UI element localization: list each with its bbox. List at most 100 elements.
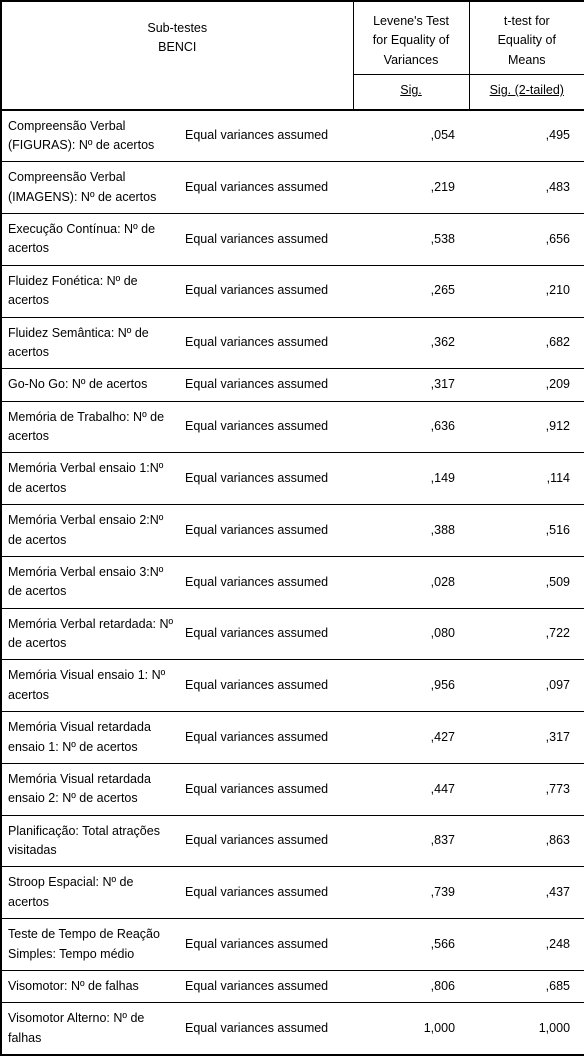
variance-assumption: Equal variances assumed (181, 712, 353, 764)
ttest-sig-value: ,863 (469, 815, 584, 867)
levene-sig-value: ,427 (353, 712, 469, 764)
variance-assumption: Equal variances assumed (181, 608, 353, 660)
variance-assumption: Equal variances assumed (181, 919, 353, 971)
levene-sig-value: ,317 (353, 369, 469, 401)
header-row-1: Sub-testes BENCI Levene's Test for Equal… (1, 1, 584, 75)
variance-assumption: Equal variances assumed (181, 110, 353, 162)
subtest-name: Visomotor: Nº de falhas (1, 970, 181, 1002)
table-row: Memória Verbal retardada: Nº de acertosE… (1, 608, 584, 660)
levene-sig-value: ,149 (353, 453, 469, 505)
subtest-name: Compreensão Verbal (FIGURAS): Nº de acer… (1, 110, 181, 162)
header-levene: Levene's Test for Equality of Variances (353, 1, 469, 75)
stats-table: Sub-testes BENCI Levene's Test for Equal… (0, 0, 584, 1056)
subtest-name: Compreensão Verbal (IMAGENS): Nº de acer… (1, 162, 181, 214)
table-row: Teste de Tempo de Reação Simples: Tempo … (1, 919, 584, 971)
levene-sig-value: ,806 (353, 970, 469, 1002)
header-sig-2tailed: Sig. (2-tailed) (469, 75, 584, 110)
subtest-name: Stroop Espacial: Nº de acertos (1, 867, 181, 919)
table-row: Fluidez Fonética: Nº de acertosEqual var… (1, 265, 584, 317)
subtest-name: Go-No Go: Nº de acertos (1, 369, 181, 401)
ttest-sig-value: ,682 (469, 317, 584, 369)
header-ttest-line1: t-test for (476, 12, 579, 31)
table-row: Go-No Go: Nº de acertosEqual variances a… (1, 369, 584, 401)
header-subtests: Sub-testes BENCI (1, 1, 353, 75)
variance-assumption: Equal variances assumed (181, 660, 353, 712)
subtest-name: Fluidez Fonética: Nº de acertos (1, 265, 181, 317)
levene-sig-value: ,538 (353, 214, 469, 266)
ttest-sig-value: ,912 (469, 401, 584, 453)
ttest-sig-value: ,656 (469, 214, 584, 266)
subtest-name: Memória Verbal ensaio 2:Nº de acertos (1, 505, 181, 557)
ttest-sig-value: ,248 (469, 919, 584, 971)
levene-sig-value: ,739 (353, 867, 469, 919)
header-levene-line3: Variances (360, 51, 463, 70)
subtest-name: Memória de Trabalho: Nº de acertos (1, 401, 181, 453)
levene-sig-value: ,566 (353, 919, 469, 971)
ttest-sig-value: ,516 (469, 505, 584, 557)
variance-assumption: Equal variances assumed (181, 401, 353, 453)
table-row: Memória Visual retardada ensaio 1: Nº de… (1, 712, 584, 764)
header-ttest-line3: Means (476, 51, 579, 70)
table-row: Visomotor: Nº de falhasEqual variances a… (1, 970, 584, 1002)
levene-sig-value: ,837 (353, 815, 469, 867)
variance-assumption: Equal variances assumed (181, 162, 353, 214)
subtest-name: Execução Contínua: Nº de acertos (1, 214, 181, 266)
variance-assumption: Equal variances assumed (181, 1003, 353, 1055)
table-row: Execução Contínua: Nº de acertosEqual va… (1, 214, 584, 266)
table-row: Memória Verbal ensaio 2:Nº de acertosEqu… (1, 505, 584, 557)
subtest-name: Planificação: Total atrações visitadas (1, 815, 181, 867)
table-header: Sub-testes BENCI Levene's Test for Equal… (1, 1, 584, 110)
table-row: Memória Verbal ensaio 1:Nº de acertosEqu… (1, 453, 584, 505)
levene-sig-value: ,080 (353, 608, 469, 660)
ttest-sig-value: ,097 (469, 660, 584, 712)
table-row: Compreensão Verbal (FIGURAS): Nº de acer… (1, 110, 584, 162)
ttest-sig-value: 1,000 (469, 1003, 584, 1055)
levene-sig-value: 1,000 (353, 1003, 469, 1055)
variance-assumption: Equal variances assumed (181, 317, 353, 369)
ttest-sig-value: ,209 (469, 369, 584, 401)
table-row: Stroop Espacial: Nº de acertosEqual vari… (1, 867, 584, 919)
ttest-sig-value: ,114 (469, 453, 584, 505)
subtest-name: Memória Verbal ensaio 1:Nº de acertos (1, 453, 181, 505)
variance-assumption: Equal variances assumed (181, 867, 353, 919)
variance-assumption: Equal variances assumed (181, 453, 353, 505)
subtest-name: Memória Visual ensaio 1: Nº acertos (1, 660, 181, 712)
table-row: Visomotor Alterno: Nº de falhasEqual var… (1, 1003, 584, 1055)
variance-assumption: Equal variances assumed (181, 763, 353, 815)
subtest-name: Memória Verbal ensaio 3:Nº de acertos (1, 556, 181, 608)
header-row-2: Sig. Sig. (2-tailed) (1, 75, 584, 110)
table-row: Memória Visual ensaio 1: Nº acertosEqual… (1, 660, 584, 712)
levene-sig-value: ,447 (353, 763, 469, 815)
ttest-sig-value: ,437 (469, 867, 584, 919)
subtest-name: Memória Verbal retardada: Nº de acertos (1, 608, 181, 660)
ttest-sig-value: ,210 (469, 265, 584, 317)
stats-table-container: Sub-testes BENCI Levene's Test for Equal… (0, 0, 584, 1056)
header-subtests-line1: Sub-testes (8, 19, 347, 38)
levene-sig-value: ,636 (353, 401, 469, 453)
table-row: Memória de Trabalho: Nº de acertosEqual … (1, 401, 584, 453)
subtest-name: Visomotor Alterno: Nº de falhas (1, 1003, 181, 1055)
levene-sig-value: ,265 (353, 265, 469, 317)
ttest-sig-value: ,495 (469, 110, 584, 162)
ttest-sig-value: ,722 (469, 608, 584, 660)
header-subtests-line2: BENCI (8, 38, 347, 57)
header-levene-line2: for Equality of (360, 31, 463, 50)
levene-sig-value: ,054 (353, 110, 469, 162)
header-levene-line1: Levene's Test (360, 12, 463, 31)
subtest-name: Memória Visual retardada ensaio 2: Nº de… (1, 763, 181, 815)
header-sig: Sig. (353, 75, 469, 110)
header-ttest-line2: Equality of (476, 31, 579, 50)
ttest-sig-value: ,483 (469, 162, 584, 214)
levene-sig-value: ,956 (353, 660, 469, 712)
subtest-name: Fluidez Semântica: Nº de acertos (1, 317, 181, 369)
variance-assumption: Equal variances assumed (181, 369, 353, 401)
header-blank (1, 75, 353, 110)
variance-assumption: Equal variances assumed (181, 970, 353, 1002)
levene-sig-value: ,219 (353, 162, 469, 214)
levene-sig-value: ,362 (353, 317, 469, 369)
variance-assumption: Equal variances assumed (181, 815, 353, 867)
table-row: Memória Verbal ensaio 3:Nº de acertosEqu… (1, 556, 584, 608)
table-row: Planificação: Total atrações visitadasEq… (1, 815, 584, 867)
ttest-sig-value: ,685 (469, 970, 584, 1002)
variance-assumption: Equal variances assumed (181, 556, 353, 608)
